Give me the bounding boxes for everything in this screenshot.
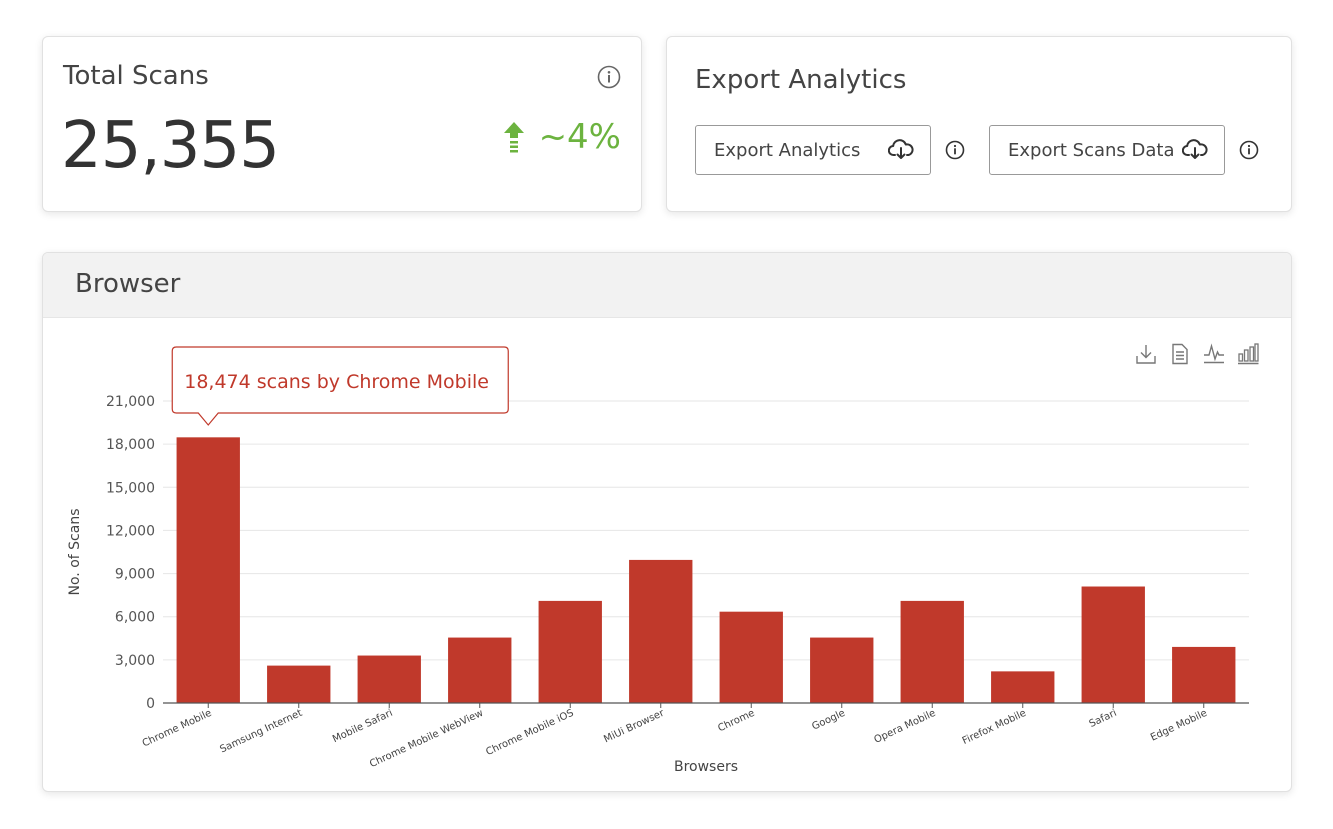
download-icon[interactable]: [1135, 343, 1157, 365]
bar-chrome[interactable]: [719, 611, 783, 703]
bar-chart-icon[interactable]: [1237, 343, 1259, 365]
total-scans-card: Total Scans 25,355 ~4%: [42, 36, 642, 212]
y-tick-label: 6,000: [115, 610, 155, 626]
bar-opera-mobile[interactable]: [900, 600, 964, 703]
x-tick-label: Firefox Mobile: [961, 708, 1028, 747]
export-scans-data-button-label: Export Scans Data: [1008, 139, 1175, 161]
bar-google[interactable]: [810, 637, 874, 703]
info-icon[interactable]: [597, 65, 621, 89]
bar-firefox-mobile[interactable]: [991, 671, 1055, 703]
trend-indicator: ~4%: [503, 117, 621, 157]
y-tick-label: 12,000: [106, 523, 155, 539]
y-tick-label: 21,000: [106, 394, 155, 410]
export-analytics-info-icon[interactable]: [945, 140, 965, 160]
trend-value: ~4%: [538, 117, 621, 157]
x-tick-label: MiUi Browser: [602, 707, 667, 745]
chart-bars: [176, 437, 1236, 703]
x-tick-label: Edge Mobile: [1149, 708, 1209, 744]
x-tick-label: Opera Mobile: [873, 708, 938, 746]
export-analytics-card: Export Analytics Export Analytics Export…: [666, 36, 1292, 212]
browser-bar-chart: 0 3,000 6,000 9,000 12,000 15,000 18,000 21,000…: [67, 346, 1249, 775]
bar-safari[interactable]: [1081, 586, 1145, 703]
y-tick-label: 18,000: [106, 437, 155, 453]
tooltip-box: [171, 346, 509, 426]
bar-chrome-mobile-webview[interactable]: [448, 637, 512, 703]
chart-tooltip: 18,474 scans by Chrome Mobile: [171, 346, 509, 426]
x-tick-label: Chrome Mobile iOS: [484, 708, 575, 758]
cloud-download-icon: [1182, 139, 1208, 159]
line-chart-icon[interactable]: [1203, 343, 1225, 365]
bar-chrome-mobile[interactable]: [176, 437, 240, 703]
x-tick-label: Google: [810, 708, 847, 733]
chart-gridlines: [163, 400, 1249, 661]
export-scans-data-button[interactable]: Export Scans Data: [989, 125, 1225, 175]
browser-title: Browser: [75, 269, 181, 299]
bar-samsung-internet[interactable]: [267, 665, 331, 703]
arrow-up-icon: [503, 122, 524, 153]
browser-card-header: Browser: [43, 253, 1291, 318]
export-analytics-button-label: Export Analytics: [714, 139, 861, 161]
export-scans-info-icon[interactable]: [1239, 140, 1259, 160]
x-tick-label: Samsung Internet: [218, 708, 304, 756]
x-tick-label: Chrome: [716, 708, 756, 735]
data-view-icon[interactable]: [1169, 343, 1191, 365]
bar-miui-browser[interactable]: [629, 559, 693, 703]
y-tick-label: 0: [146, 696, 155, 712]
total-scans-value: 25,355: [61, 109, 280, 183]
bar-chrome-mobile-ios[interactable]: [538, 600, 602, 703]
export-button-row: Export Analytics Export Scans Data: [695, 125, 1283, 175]
total-scans-title: Total Scans: [63, 61, 209, 91]
y-tick-label: 9,000: [115, 567, 155, 583]
browser-chart-card: Browser 0 3,000 6,000 9,000 12,000 15,000 18,0…: [42, 252, 1292, 792]
y-axis-ticks: 0 3,000 6,000 9,000 12,000 15,000 18,000 21,000: [106, 394, 155, 712]
bar-edge-mobile[interactable]: [1172, 646, 1236, 703]
y-axis-title: No. of Scans: [67, 509, 83, 596]
y-tick-label: 15,000: [106, 480, 155, 496]
y-tick-label: 3,000: [115, 653, 155, 669]
export-analytics-title: Export Analytics: [695, 65, 907, 95]
cloud-download-icon: [888, 139, 914, 159]
bar-mobile-safari[interactable]: [357, 655, 421, 703]
x-tick-label: Mobile Safari: [331, 708, 395, 745]
x-axis-title: Browsers: [674, 759, 738, 775]
x-tick-label: Safari: [1088, 708, 1119, 730]
x-tick-label: Chrome Mobile: [141, 708, 214, 750]
chart-toolbox: [1135, 343, 1259, 365]
export-analytics-button[interactable]: Export Analytics: [695, 125, 931, 175]
tooltip-text: 18,474 scans by Chrome Mobile: [184, 371, 489, 393]
